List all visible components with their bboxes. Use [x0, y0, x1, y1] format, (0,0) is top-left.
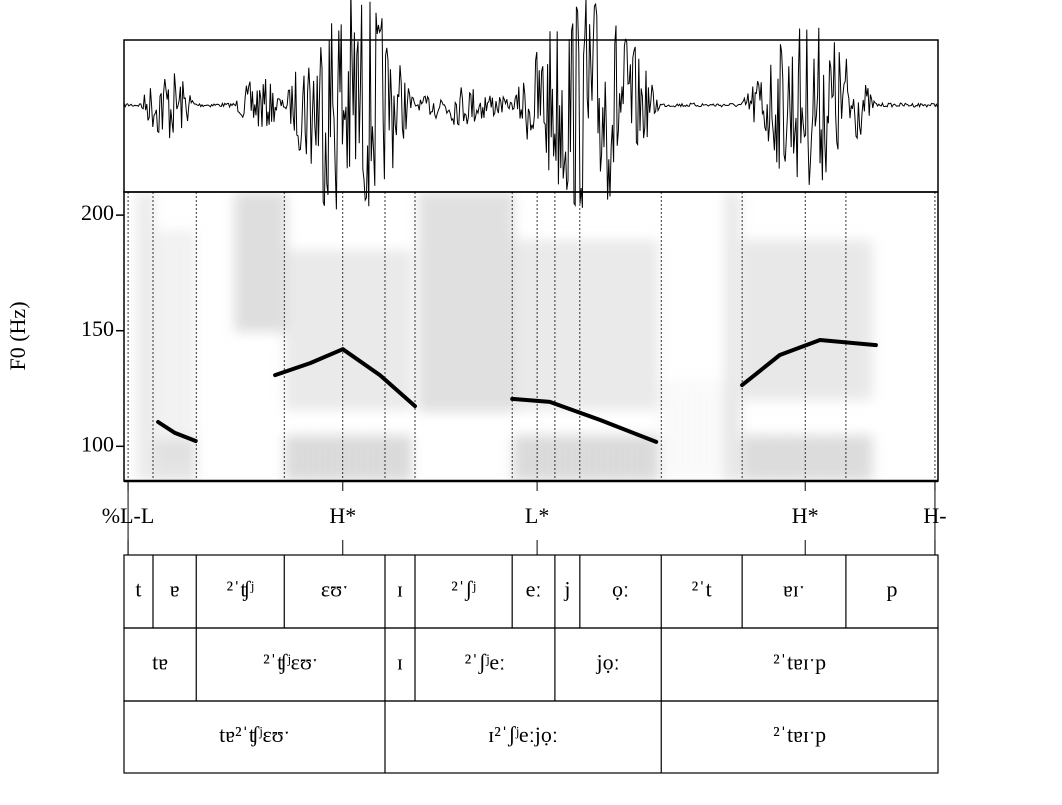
- tone-label: H*: [329, 503, 356, 528]
- tier-label: ²ˈʃʲeː: [465, 650, 506, 675]
- spectrogram: [138, 192, 872, 481]
- tier-label: jọː: [595, 650, 619, 675]
- tier-label: eː: [526, 577, 542, 602]
- spectral-energy: [138, 192, 156, 481]
- tier-label: ɐ: [170, 577, 180, 602]
- tier-label: ɐɪˑ: [783, 577, 805, 602]
- tier-label: j: [563, 577, 570, 602]
- spectral-energy: [742, 435, 872, 481]
- tone-label: L*: [525, 503, 549, 528]
- y-tick-label: 200: [81, 200, 114, 225]
- spectral-energy: [420, 192, 515, 412]
- tier-label: ɛʊˑ: [321, 577, 348, 602]
- spectral-energy: [153, 230, 196, 460]
- tier-label: ²ˈt: [692, 577, 712, 602]
- tier-label: ɪ²ˈʃʲeːjọː: [488, 722, 558, 747]
- spectral-energy: [284, 250, 414, 410]
- f0-contour: [740, 338, 878, 388]
- tier-label: ²ˈʧʲ: [227, 577, 254, 602]
- tier-label: t: [135, 577, 141, 602]
- spectral-energy: [660, 380, 740, 480]
- tier-frame: [123, 700, 939, 774]
- y-axis-label: F0 (Hz): [5, 301, 30, 370]
- tier-label: tɐ: [152, 650, 168, 675]
- tier-label: ²ˈʧʲɛʊˑ: [263, 650, 318, 675]
- tier-label: tɐ²ˈʧʲɛʊˑ: [219, 722, 290, 747]
- spectral-energy: [742, 240, 872, 400]
- tier-label: ɪ: [397, 577, 403, 602]
- y-tick-label: 100: [81, 431, 114, 456]
- spectral-energy: [284, 435, 414, 481]
- f0-contour: [510, 396, 659, 444]
- spectral-energy: [512, 240, 657, 410]
- spectral-energy: [512, 435, 657, 481]
- tone-label: H*: [792, 503, 819, 528]
- tier-label: ɪ: [397, 650, 403, 675]
- spectral-energy: [153, 440, 196, 481]
- tier-label: ²ˈtɐɪˑp: [773, 722, 826, 747]
- tier-label: p: [886, 577, 897, 602]
- waveform: [123, 0, 939, 210]
- y-tick-label: 150: [81, 316, 114, 341]
- f0-contour: [273, 347, 417, 409]
- spectrogram-texture: [138, 192, 872, 481]
- tier-label: ²ˈʃʲ: [451, 577, 476, 602]
- spectral-energy: [235, 192, 285, 332]
- tier-label: ọː: [612, 577, 629, 602]
- f0-contour: [156, 420, 198, 443]
- tier-label: ²ˈtɐɪˑp: [773, 650, 826, 675]
- waveform-trace: [123, 0, 939, 210]
